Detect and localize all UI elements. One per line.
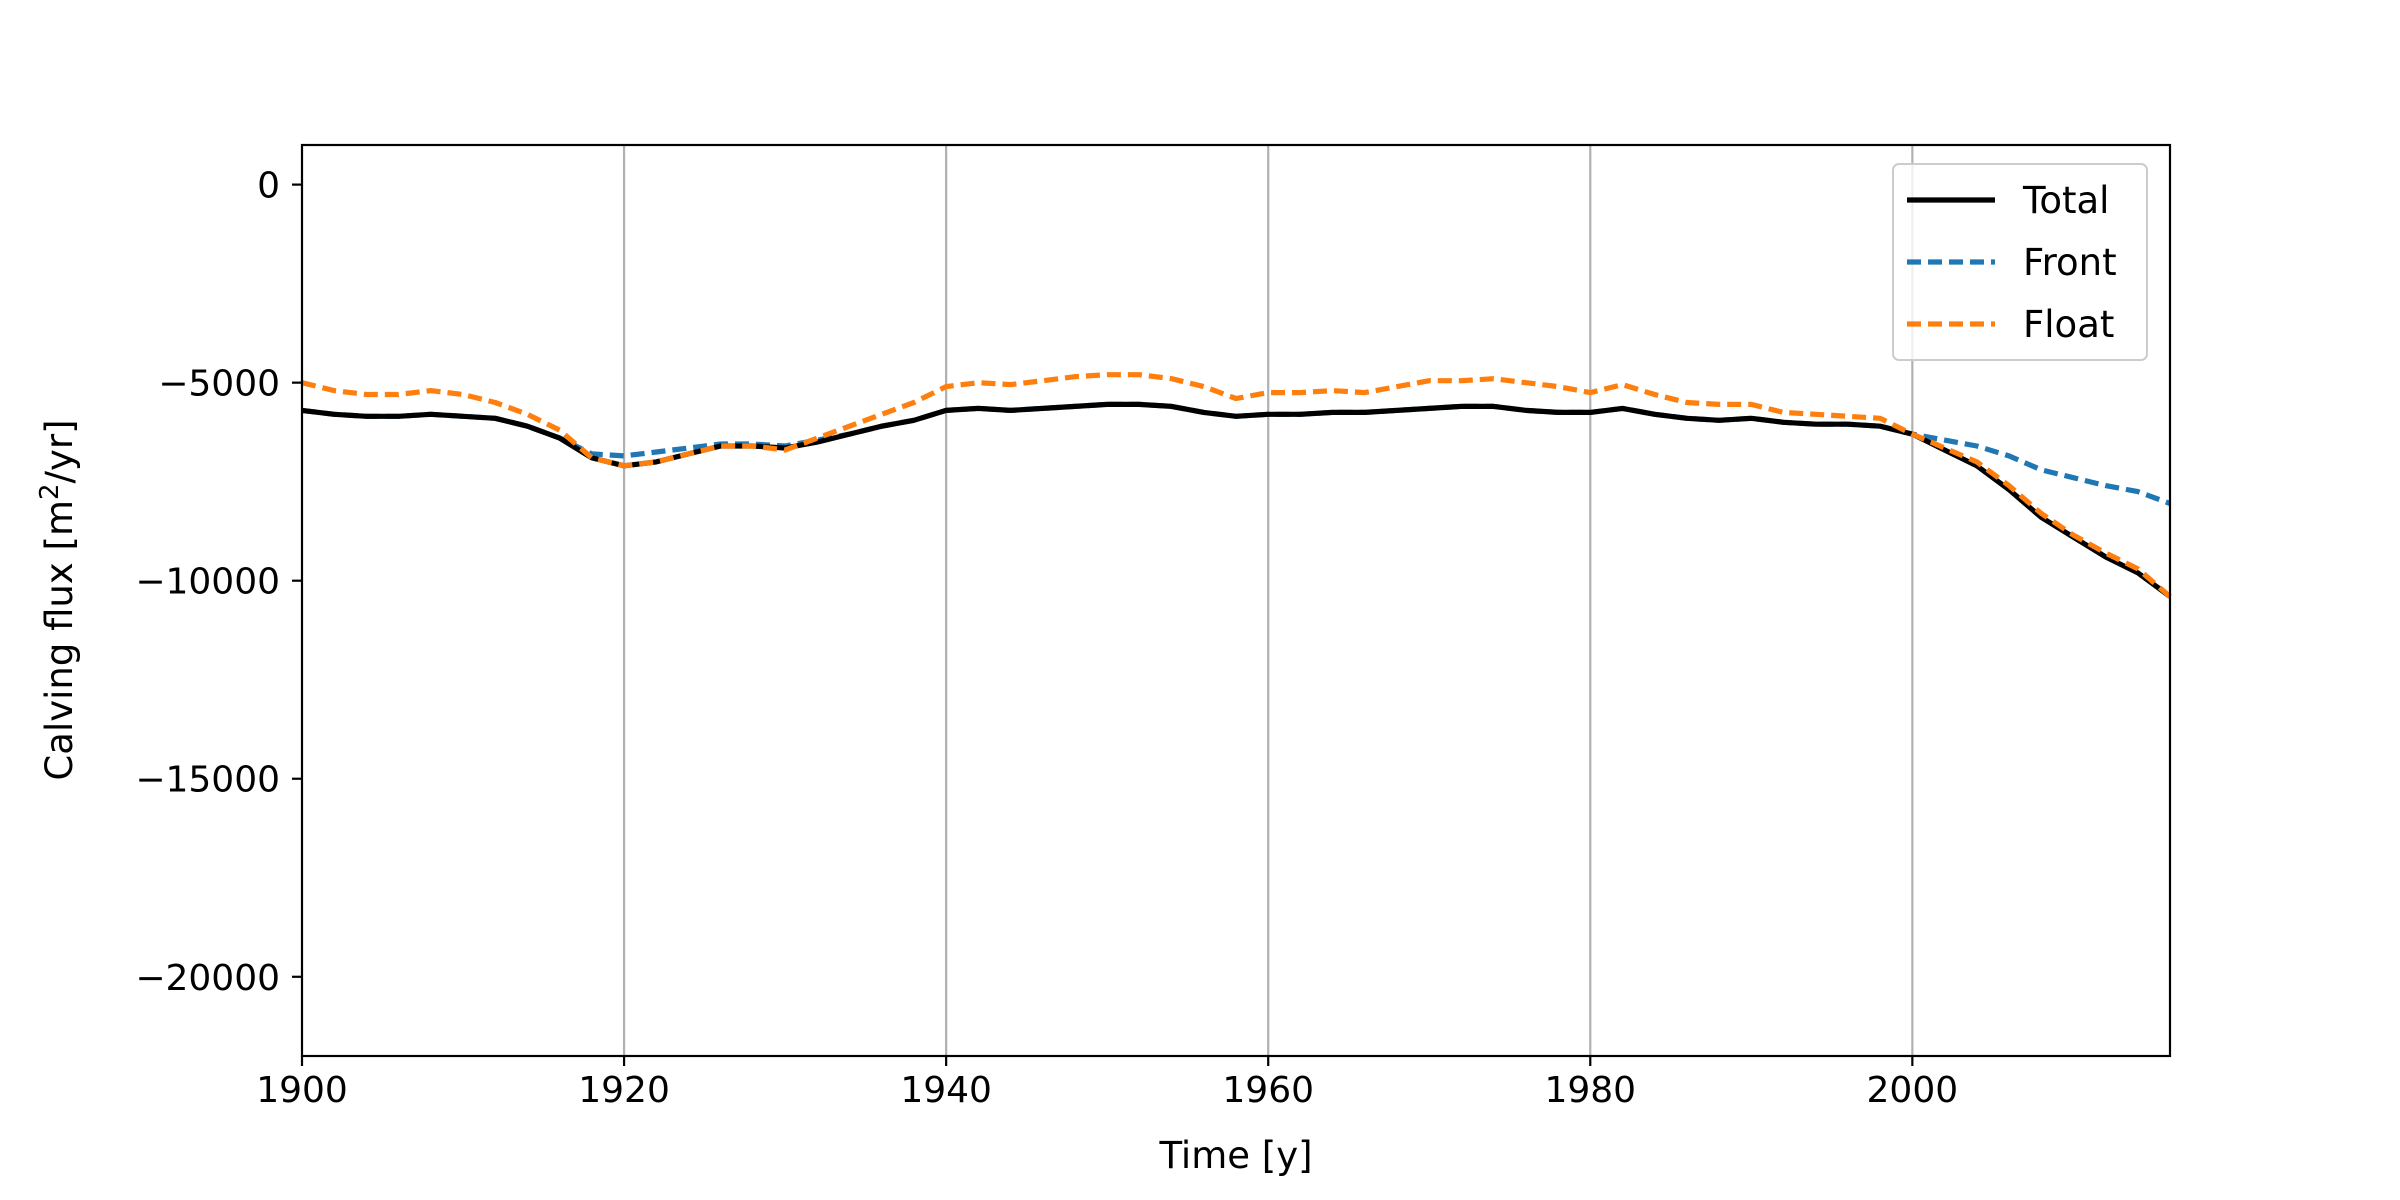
y-tick-label: −20000 bbox=[135, 958, 280, 999]
x-axis-label: Time [y] bbox=[1158, 1134, 1312, 1177]
y-tick-label: −10000 bbox=[135, 562, 280, 603]
legend-label-float: Float bbox=[2023, 303, 2114, 346]
series-lines bbox=[301, 372, 2172, 599]
legend-box bbox=[1892, 163, 2148, 361]
y-axis-label-superscript: 2 bbox=[35, 483, 65, 500]
x-tick-label: 2000 bbox=[1867, 1070, 1959, 1111]
x-tick-label: 1960 bbox=[1222, 1070, 1314, 1111]
axis-ticks: 1900 1920 1940 1960 1980 2000 0 −5000 −10000 −150… bbox=[135, 166, 1958, 1111]
y-tick-label: −15000 bbox=[135, 760, 280, 801]
y-tick-label: −5000 bbox=[158, 364, 280, 405]
y-axis-label-suffix: /yr] bbox=[38, 419, 81, 483]
x-tick-label: 1920 bbox=[578, 1070, 670, 1111]
x-tick-label: 1900 bbox=[256, 1070, 348, 1111]
legend-label-front: Front bbox=[2023, 241, 2117, 284]
series-line-total bbox=[301, 401, 2172, 599]
y-axis-label: Calving flux [m2/yr] bbox=[35, 419, 81, 780]
legend: Total Front Float bbox=[1892, 163, 2148, 361]
y-axis-label-main: Calving flux [m bbox=[38, 500, 81, 781]
grid-lines bbox=[622, 145, 1914, 1056]
x-tick-label: 1980 bbox=[1544, 1070, 1636, 1111]
y-tick-label: 0 bbox=[257, 166, 280, 207]
x-tick-label: 1940 bbox=[900, 1070, 992, 1111]
series-line-float bbox=[301, 372, 2172, 599]
legend-label-total: Total bbox=[2022, 179, 2109, 222]
plot-frame bbox=[300, 143, 2172, 1058]
